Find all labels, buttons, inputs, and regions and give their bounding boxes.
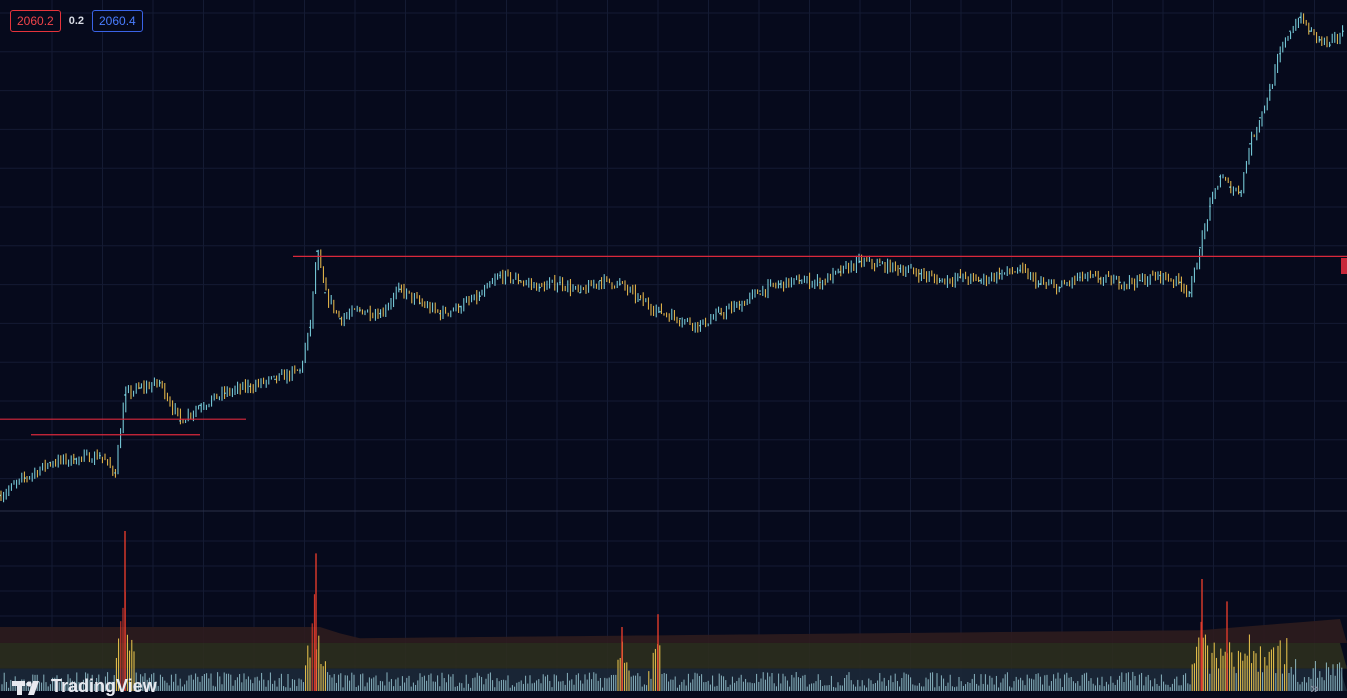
price-point [1099, 278, 1101, 280]
price-point [879, 264, 881, 266]
price-point [779, 283, 781, 285]
price-point [699, 324, 701, 327]
scroll-right-icon[interactable]: » [1310, 680, 1319, 697]
price-point [1209, 205, 1211, 207]
price-point [1139, 279, 1141, 282]
price-point [1289, 30, 1291, 32]
price-point [179, 420, 181, 422]
price-point [999, 272, 1001, 275]
price-point [1229, 186, 1231, 188]
price-point [559, 281, 561, 284]
price-point [1119, 281, 1121, 284]
price-point [499, 274, 501, 277]
price-point [1019, 269, 1021, 272]
price-point [1299, 16, 1301, 19]
price-point [309, 326, 311, 329]
price-point [819, 281, 821, 284]
price-point [1219, 175, 1221, 178]
price-point [519, 279, 521, 282]
price-point [1279, 52, 1281, 55]
price-point [459, 305, 461, 308]
price-point [1179, 281, 1181, 284]
price-point [839, 271, 841, 273]
price-point [959, 276, 961, 278]
price-point [1159, 274, 1161, 277]
price-point [316, 250, 318, 252]
price-point [1079, 276, 1081, 278]
price-point [1059, 286, 1061, 289]
bid-price[interactable]: 2060.2 [10, 10, 61, 32]
price-point [599, 279, 601, 282]
price-point [1259, 116, 1261, 119]
price-point [274, 378, 276, 381]
price-point [324, 291, 326, 294]
price-point [739, 304, 741, 306]
price-point [1309, 30, 1311, 32]
watermark: TradingView [12, 676, 157, 697]
price-point [1319, 39, 1321, 41]
price-point [1189, 291, 1191, 294]
price-point [399, 288, 401, 291]
price-point [439, 312, 441, 315]
price-point [124, 394, 126, 396]
price-point [199, 404, 201, 407]
price-point [799, 279, 801, 282]
watermark-text: TradingView [51, 676, 157, 696]
price-point [0, 494, 1, 497]
price-point [719, 312, 721, 315]
price-point [539, 286, 541, 289]
quote-bar: 2060.2 0.2 2060.4 [10, 10, 143, 32]
price-point [1342, 30, 1344, 32]
price-point [1249, 142, 1251, 145]
price-point [224, 392, 226, 395]
volume-band [0, 643, 1347, 669]
price-point [99, 454, 101, 457]
price-point [299, 369, 301, 372]
price-point [479, 295, 481, 298]
price-point [1269, 89, 1271, 91]
price-point [579, 291, 581, 294]
price-point [1199, 246, 1201, 249]
price-point [899, 267, 901, 270]
price-point [759, 290, 761, 292]
price-candles [0, 12, 1344, 503]
level-lines[interactable] [0, 255, 1347, 436]
price-point [359, 309, 361, 311]
price-point [339, 317, 341, 320]
price-point [679, 317, 681, 320]
price-point [1039, 283, 1041, 285]
price-point [659, 310, 661, 313]
price-point [74, 458, 76, 460]
volume-band [0, 619, 1347, 643]
price-point [249, 385, 251, 388]
volume-bands [0, 619, 1347, 691]
price-point [419, 302, 421, 304]
price-point [919, 272, 921, 275]
price-point [639, 298, 641, 301]
price-point [979, 279, 981, 282]
price-point [939, 279, 941, 282]
spread-value: 0.2 [68, 15, 84, 27]
price-point [619, 283, 621, 285]
tradingview-logo-icon [12, 680, 39, 695]
ask-price[interactable]: 2060.4 [92, 10, 143, 32]
price-point [1329, 44, 1331, 46]
price-point [24, 477, 26, 479]
price-point [159, 382, 161, 384]
price-point [859, 260, 861, 263]
price-point [49, 461, 51, 464]
price-point [139, 387, 141, 389]
price-point [114, 472, 116, 474]
price-level-marker[interactable] [1341, 258, 1347, 274]
volume-bars [1, 531, 1343, 691]
price-point [379, 312, 381, 315]
price-point [1239, 191, 1241, 194]
